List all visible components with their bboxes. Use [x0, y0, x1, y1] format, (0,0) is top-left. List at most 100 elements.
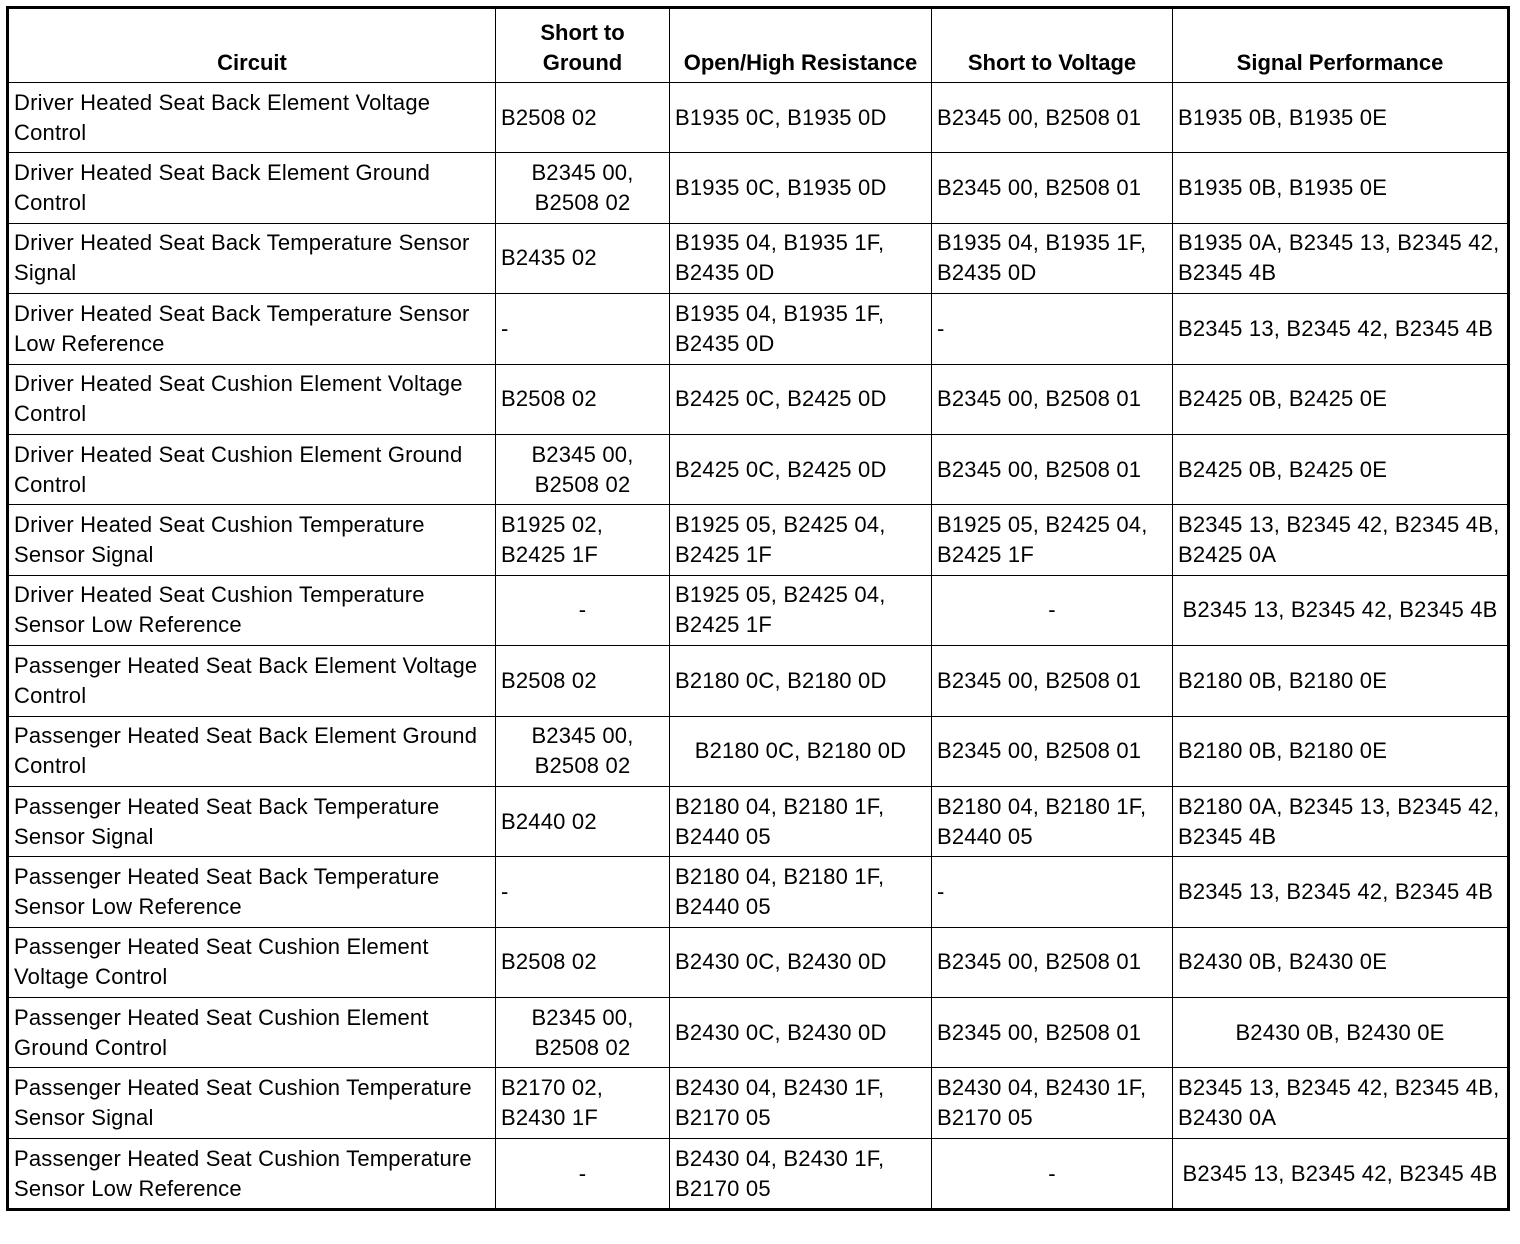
circuit-cell: Passenger Heated Seat Back Temperature S… [7, 856, 496, 928]
dtc-cell: B2345 00, B2508 01 [931, 997, 1173, 1069]
dtc-cell: B1925 02, B2425 1F [495, 504, 670, 576]
table-row: Driver Heated Seat Cushion Element Groun… [7, 433, 1509, 506]
circuit-cell: Passenger Heated Seat Back Element Groun… [7, 715, 496, 787]
dtc-cell: B2508 02 [495, 81, 670, 154]
table-row: Passenger Heated Seat Cushion Element Gr… [7, 997, 1509, 1069]
dtc-cell: B1925 05, B2425 04, B2425 1F [669, 504, 932, 576]
dtc-cell: B1935 0A, B2345 13, B2345 42, B2345 4B [1172, 222, 1509, 295]
circuit-cell: Passenger Heated Seat Cushion Temperatur… [7, 1137, 496, 1211]
header-cell: Circuit [7, 7, 496, 83]
table-row: Driver Heated Seat Cushion Temperature S… [7, 574, 1509, 647]
table-row: Passenger Heated Seat Back Temperature S… [7, 856, 1509, 928]
table-row: Passenger Heated Seat Back Element Volta… [7, 645, 1509, 717]
dtc-cell: B2345 00, B2508 01 [931, 81, 1173, 154]
table-row: Driver Heated Seat Cushion Element Volta… [7, 363, 1509, 435]
dtc-cell: B2508 02 [495, 363, 670, 435]
dtc-cell: B1935 04, B1935 1F, B2435 0D [669, 222, 932, 295]
dtc-cell: B2345 00, B2508 01 [931, 715, 1173, 787]
dtc-cell: B2425 0B, B2425 0E [1172, 433, 1509, 506]
dtc-cell: - [495, 293, 670, 365]
dtc-cell: B2180 0C, B2180 0D [669, 715, 932, 787]
dtc-cell: - [931, 293, 1173, 365]
dtc-cell: B2180 0B, B2180 0E [1172, 715, 1509, 787]
dtc-cell: B2345 00, B2508 02 [495, 997, 670, 1069]
circuit-cell: Driver Heated Seat Back Element Ground C… [7, 152, 496, 224]
dtc-cell: B2508 02 [495, 926, 670, 999]
table-row: Driver Heated Seat Back Element Ground C… [7, 152, 1509, 224]
dtc-cell: B2345 00, B2508 01 [931, 433, 1173, 506]
circuit-cell: Driver Heated Seat Back Element Voltage … [7, 81, 496, 154]
dtc-cell: B2345 13, B2345 42, B2345 4B [1172, 856, 1509, 928]
header-cell: Short to Voltage [931, 7, 1173, 83]
dtc-cell: B2345 13, B2345 42, B2345 4B [1172, 1137, 1509, 1211]
dtc-cell: B2430 04, B2430 1F, B2170 05 [669, 1067, 932, 1139]
dtc-cell: B2180 0C, B2180 0D [669, 645, 932, 717]
dtc-cell: B2180 0B, B2180 0E [1172, 645, 1509, 717]
header-row: Circuit Short to Ground Open/High Resistan… [7, 7, 1509, 83]
table-row: Driver Heated Seat Back Element Voltage … [7, 81, 1509, 154]
circuit-cell: Driver Heated Seat Back Temperature Sens… [7, 293, 496, 365]
header-cell: Open/High Resistance [669, 7, 932, 83]
table-row: Passenger Heated Seat Cushion Temperatur… [7, 1067, 1509, 1139]
table-row: Passenger Heated Seat Back Temperature S… [7, 785, 1509, 858]
table-row: Passenger Heated Seat Cushion Temperatur… [7, 1137, 1509, 1211]
table-row: Passenger Heated Seat Back Element Groun… [7, 715, 1509, 787]
dtc-cell: - [495, 856, 670, 928]
dtc-cell: B2345 00, B2508 01 [931, 645, 1173, 717]
dtc-cell: B1935 04, B1935 1F, B2435 0D [931, 222, 1173, 295]
dtc-cell: B2170 02, B2430 1F [495, 1067, 670, 1139]
table-row: Driver Heated Seat Back Temperature Sens… [7, 222, 1509, 295]
circuit-cell: Passenger Heated Seat Back Element Volta… [7, 645, 496, 717]
dtc-cell: B2425 0B, B2425 0E [1172, 363, 1509, 435]
dtc-cell: B1925 05, B2425 04, B2425 1F [669, 574, 932, 647]
table-body: Driver Heated Seat Back Element Voltage … [7, 81, 1509, 1211]
dtc-cell: - [495, 574, 670, 647]
table-row: Passenger Heated Seat Cushion Element Vo… [7, 926, 1509, 999]
dtc-cell: B1935 0B, B1935 0E [1172, 81, 1509, 154]
dtc-cell: B2508 02 [495, 645, 670, 717]
dtc-cell: B2180 0A, B2345 13, B2345 42, B2345 4B [1172, 785, 1509, 858]
dtc-cell: B2345 00, B2508 01 [931, 926, 1173, 999]
dtc-cell: B2180 04, B2180 1F, B2440 05 [931, 785, 1173, 858]
dtc-cell: B2430 0C, B2430 0D [669, 926, 932, 999]
circuit-cell: Driver Heated Seat Cushion Temperature S… [7, 574, 496, 647]
table-row: Driver Heated Seat Back Temperature Sens… [7, 293, 1509, 365]
circuit-cell: Driver Heated Seat Cushion Element Volta… [7, 363, 496, 435]
header-cell: Signal Performance [1172, 7, 1509, 83]
dtc-cell: B1935 04, B1935 1F, B2435 0D [669, 293, 932, 365]
dtc-cell: B2345 00, B2508 01 [931, 363, 1173, 435]
dtc-cell: B2425 0C, B2425 0D [669, 433, 932, 506]
dtc-table: Circuit Short to Ground Open/High Resistan… [6, 6, 1510, 1212]
dtc-cell: B2435 02 [495, 222, 670, 295]
circuit-cell: Passenger Heated Seat Cushion Element Gr… [7, 997, 496, 1069]
dtc-cell: B1935 0C, B1935 0D [669, 81, 932, 154]
dtc-cell: B1925 05, B2425 04, B2425 1F [931, 504, 1173, 576]
dtc-cell: - [931, 1137, 1173, 1211]
dtc-cell: B2430 0C, B2430 0D [669, 997, 932, 1069]
dtc-cell: B2345 13, B2345 42, B2345 4B [1172, 574, 1509, 647]
table-container: Circuit Short to Ground Open/High Resistan… [6, 6, 1510, 1212]
dtc-cell: - [931, 574, 1173, 647]
circuit-cell: Passenger Heated Seat Cushion Temperatur… [7, 1067, 496, 1139]
dtc-cell: B2345 00, B2508 02 [495, 433, 670, 506]
dtc-cell: B2440 02 [495, 785, 670, 858]
dtc-cell: B2345 00, B2508 02 [495, 152, 670, 224]
dtc-cell: B2345 13, B2345 42, B2345 4B [1172, 293, 1509, 365]
dtc-cell: B2345 00, B2508 01 [931, 152, 1173, 224]
circuit-cell: Passenger Heated Seat Back Temperature S… [7, 785, 496, 858]
dtc-cell: - [495, 1137, 670, 1211]
dtc-cell: B2180 04, B2180 1F, B2440 05 [669, 785, 932, 858]
dtc-cell: B2180 04, B2180 1F, B2440 05 [669, 856, 932, 928]
dtc-cell: B2345 13, B2345 42, B2345 4B, B2425 0A [1172, 504, 1509, 576]
dtc-cell: B2345 00, B2508 02 [495, 715, 670, 787]
circuit-cell: Driver Heated Seat Back Temperature Sens… [7, 222, 496, 295]
dtc-cell: B2345 13, B2345 42, B2345 4B, B2430 0A [1172, 1067, 1509, 1139]
dtc-cell: B1935 0B, B1935 0E [1172, 152, 1509, 224]
dtc-cell: B2430 0B, B2430 0E [1172, 997, 1509, 1069]
circuit-cell: Driver Heated Seat Cushion Temperature S… [7, 504, 496, 576]
dtc-cell: B1935 0C, B1935 0D [669, 152, 932, 224]
table-row: Driver Heated Seat Cushion Temperature S… [7, 504, 1509, 576]
header-cell: Short to Ground [495, 7, 670, 83]
dtc-cell: B2430 0B, B2430 0E [1172, 926, 1509, 999]
